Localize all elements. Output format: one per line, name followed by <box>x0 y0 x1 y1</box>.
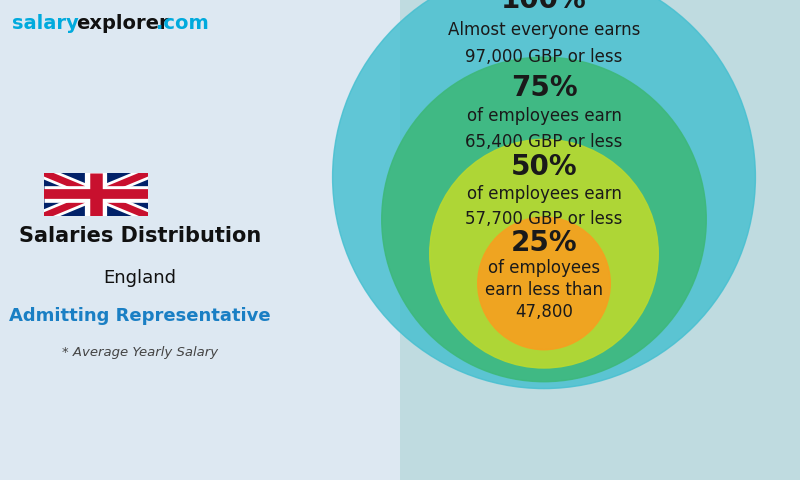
Text: 65,400 GBP or less: 65,400 GBP or less <box>466 132 622 151</box>
Text: 25%: 25% <box>510 228 578 257</box>
Text: 97,000 GBP or less: 97,000 GBP or less <box>466 48 622 66</box>
Circle shape <box>430 139 658 368</box>
Text: earn less than: earn less than <box>485 281 603 299</box>
Text: Almost everyone earns: Almost everyone earns <box>448 21 640 38</box>
Text: England: England <box>103 269 177 287</box>
Text: .com: .com <box>156 14 209 34</box>
Circle shape <box>478 217 610 350</box>
Circle shape <box>382 57 706 382</box>
Text: 100%: 100% <box>501 0 587 14</box>
Text: 47,800: 47,800 <box>515 303 573 321</box>
Text: * Average Yearly Salary: * Average Yearly Salary <box>62 346 218 359</box>
Text: of employees earn: of employees earn <box>466 185 622 203</box>
Text: Salaries Distribution: Salaries Distribution <box>19 226 261 246</box>
Text: Admitting Representative: Admitting Representative <box>9 307 271 325</box>
Text: 57,700 GBP or less: 57,700 GBP or less <box>466 210 622 228</box>
Text: of employees earn: of employees earn <box>466 108 622 125</box>
Text: 75%: 75% <box>510 74 578 102</box>
Text: explorer: explorer <box>76 14 169 34</box>
Text: salary: salary <box>12 14 78 34</box>
Circle shape <box>333 0 755 389</box>
Text: 50%: 50% <box>510 153 578 181</box>
Text: of employees: of employees <box>488 259 600 277</box>
